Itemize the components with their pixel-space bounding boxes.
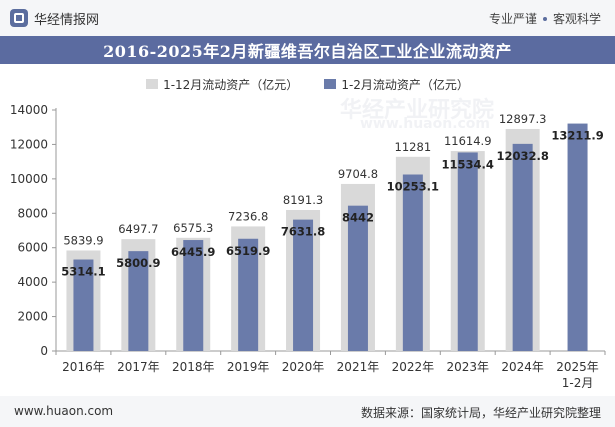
data-label-jan-feb: 6445.9: [171, 245, 215, 259]
bar-jan-feb: [238, 238, 259, 351]
chart-title: 2016-2025年2月新疆维吾尔自治区工业企业流动资产: [0, 36, 615, 64]
data-label-full-year: 12897.3: [499, 112, 547, 126]
bar-jan-feb: [347, 205, 368, 351]
data-label-jan-feb: 10253.1: [387, 180, 439, 194]
separator-dot-icon: [542, 16, 547, 21]
bar-jan-feb: [512, 143, 533, 351]
bar-jan-feb: [73, 259, 94, 351]
tagline-left: 专业严谨: [488, 12, 537, 26]
brand-logo-icon: [10, 9, 28, 27]
x-tick-label: 2023年: [446, 360, 489, 374]
x-tick-label: 2019年: [227, 360, 270, 374]
y-tick-label: 10000: [10, 172, 48, 186]
x-tick-label: 2025年: [556, 360, 599, 374]
data-label-full-year: 5839.9: [63, 233, 103, 247]
legend-swatch-full-year: [146, 79, 159, 89]
x-tick-label: 2018年: [172, 360, 215, 374]
data-label-jan-feb: 8442: [342, 211, 374, 225]
bar-jan-feb: [402, 174, 423, 351]
data-label-jan-feb: 5800.9: [116, 256, 160, 270]
header-bar: 华经情报网 专业严谨 客观科学: [0, 0, 615, 36]
data-label-full-year: 6575.3: [173, 221, 213, 235]
y-tick-label: 4000: [17, 275, 48, 289]
x-tick-label: 2017年: [117, 360, 160, 374]
data-label-full-year: 11281: [395, 140, 432, 154]
legend-item-jan-feb: 1-2月流动资产（亿元）: [324, 74, 469, 94]
chart-legend: 1-12月流动资产（亿元） 1-2月流动资产（亿元）: [0, 74, 615, 94]
y-tick-label: 2000: [17, 310, 48, 324]
bar-jan-feb: [567, 123, 588, 351]
data-label-jan-feb: 11534.4: [442, 157, 494, 171]
data-label-jan-feb: 7631.8: [281, 225, 325, 239]
x-tick-label: 2024年: [501, 360, 544, 374]
y-tick-label: 8000: [17, 206, 48, 220]
bar-jan-feb: [183, 240, 204, 351]
y-tick-label: 12000: [10, 137, 48, 151]
data-label-full-year: 6497.7: [118, 222, 158, 236]
brand-name: 华经情报网: [34, 12, 100, 28]
footer-bar: www.huaon.com 数据来源：国家统计局，华经产业研究院整理: [0, 396, 615, 427]
data-label-jan-feb: 5314.1: [61, 265, 105, 279]
x-tick-label: 2020年: [282, 360, 325, 374]
tagline-right: 客观科学: [552, 12, 601, 26]
data-label-full-year: 11614.9: [444, 134, 492, 148]
x-tick-label: 2021年: [337, 360, 380, 374]
data-label-jan-feb: 6519.9: [226, 244, 270, 258]
data-label-jan-feb: 12032.8: [496, 149, 548, 163]
tagline: 专业严谨 客观科学: [489, 10, 601, 27]
y-tick-label: 0: [40, 344, 48, 358]
legend-item-full-year: 1-12月流动资产（亿元）: [146, 74, 298, 94]
legend-label-full-year: 1-12月流动资产（亿元）: [163, 77, 299, 92]
bar-jan-feb: [457, 152, 478, 351]
bar-jan-feb: [293, 219, 314, 351]
y-tick-label: 6000: [17, 241, 48, 255]
data-label-full-year: 9704.8: [338, 167, 378, 181]
legend-label-jan-feb: 1-2月流动资产（亿元）: [341, 77, 469, 92]
data-label-full-year: 8191.3: [283, 193, 323, 207]
footer-website: www.huaon.com: [14, 404, 114, 418]
x-tick-label: 2016年: [62, 360, 105, 374]
legend-swatch-jan-feb: [324, 79, 337, 89]
x-tick-label: 1-2月: [562, 376, 594, 390]
y-tick-label: 14000: [10, 103, 48, 117]
data-label-jan-feb: 13211.9: [551, 129, 603, 143]
data-label-full-year: 7236.8: [228, 209, 268, 223]
x-tick-label: 2022年: [392, 360, 435, 374]
footer-source: 数据来源：国家统计局，华经产业研究院整理: [360, 406, 601, 420]
brand: 华经情报网: [10, 7, 99, 29]
bar-jan-feb: [128, 251, 149, 351]
